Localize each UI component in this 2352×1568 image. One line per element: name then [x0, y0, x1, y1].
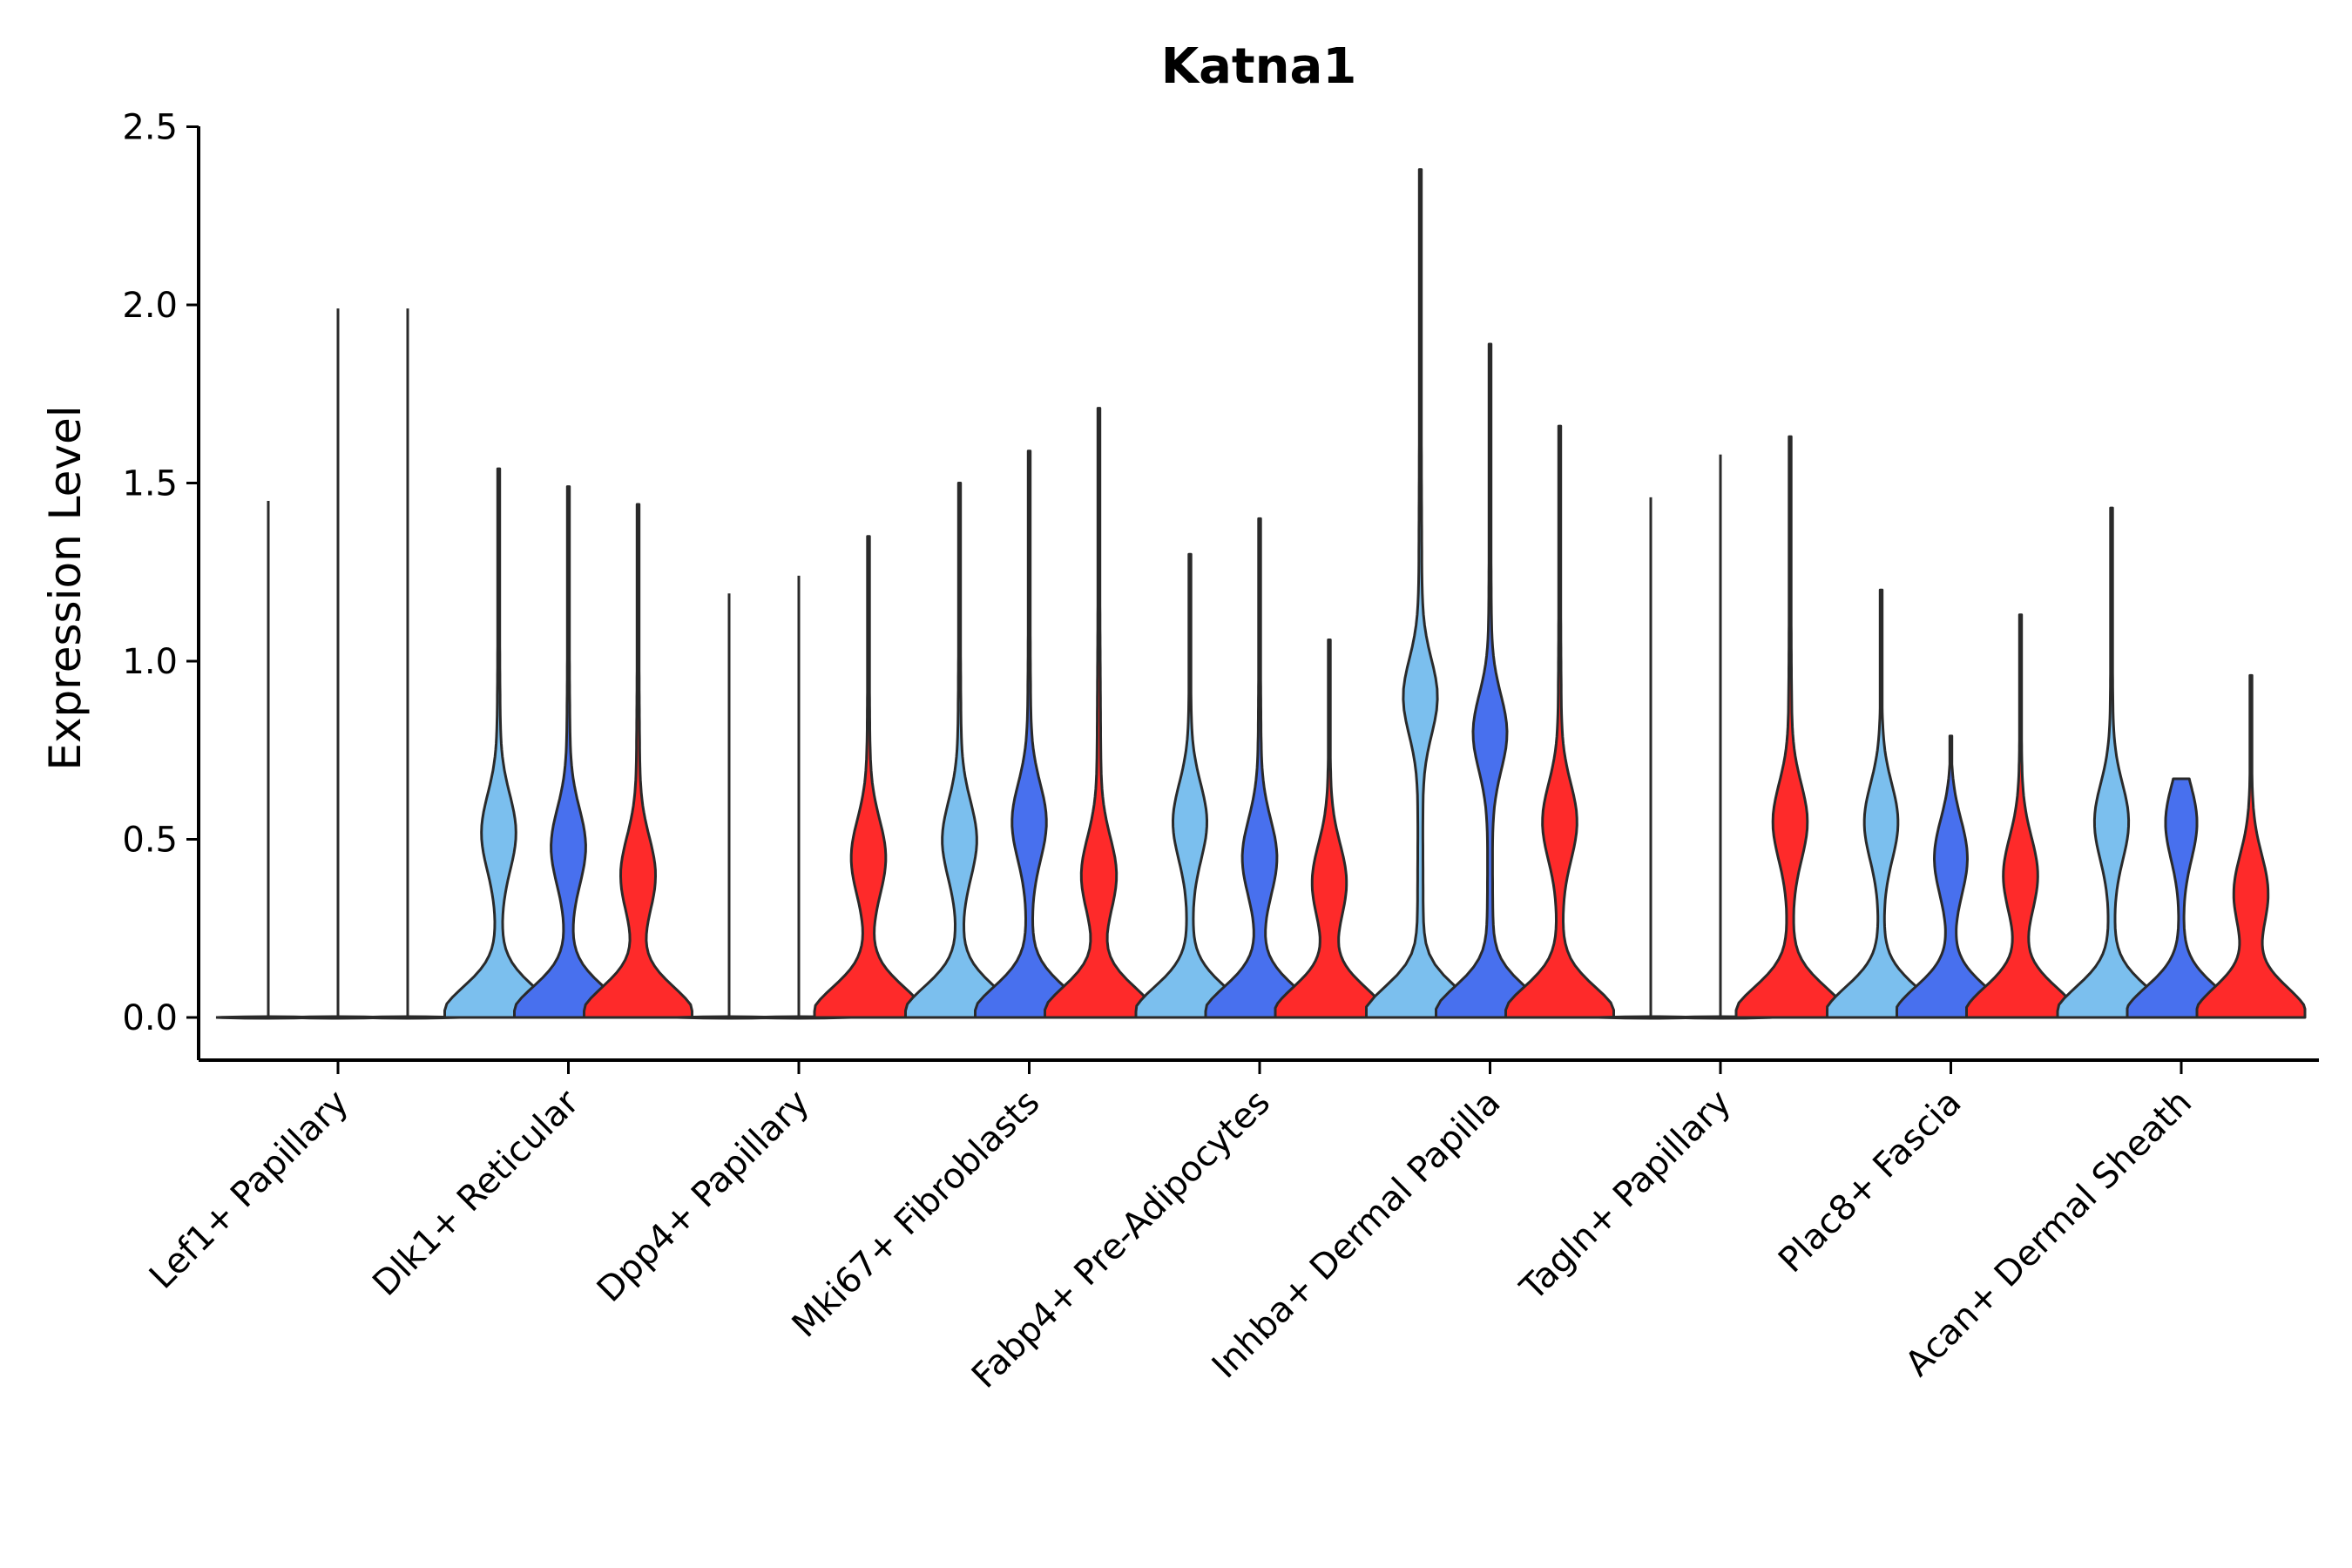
- y-axis-label: Expression Level: [40, 405, 91, 770]
- x-tick-label: Lef1+ Papillary: [142, 1083, 356, 1297]
- violin-3: [583, 503, 693, 1019]
- x-ticks: Lef1+ Papillary Dlk1+ Reticular Dpp4+ Papi…: [142, 1060, 2200, 1396]
- y-tick-label: 2.0: [122, 286, 178, 326]
- violin-3: [2195, 673, 2307, 1019]
- violin-2: [1204, 517, 1315, 1019]
- violin-3: [1965, 613, 2076, 1019]
- violin-2: [1435, 342, 1545, 1019]
- chart-title: Katna1: [1161, 38, 1357, 95]
- violin-3: [1274, 639, 1385, 1019]
- violin-1: [443, 467, 554, 1019]
- violin-3: [1734, 435, 1846, 1019]
- y-tick-label: 2.5: [122, 108, 178, 148]
- x-tick-label: Dlk1+ Reticular: [365, 1082, 587, 1304]
- violin-1: [1365, 168, 1476, 1019]
- x-tick-label: Mki67+ Fibroblasts: [785, 1083, 1048, 1346]
- violin-layer: [215, 168, 2307, 1020]
- x-tick-label: Plac8+ Fascia: [1771, 1083, 1970, 1281]
- violin-2: [974, 449, 1085, 1019]
- violin-3: [1044, 407, 1154, 1019]
- violin-1: [1826, 588, 1936, 1019]
- y-tick-label: 0.5: [122, 821, 178, 861]
- y-tick-label: 1.5: [122, 464, 178, 504]
- x-tick-label: Tagln+ Papillary: [1512, 1083, 1739, 1309]
- x-tick-label: Dpp4+ Papillary: [590, 1083, 817, 1310]
- y-tick-label: 1.0: [122, 642, 178, 682]
- violin-3: [813, 535, 924, 1019]
- violin-2: [2126, 777, 2237, 1019]
- violin-3: [1504, 424, 1615, 1019]
- y-tick-label: 0.0: [122, 998, 178, 1038]
- violin-2: [1896, 734, 2006, 1019]
- violin-1: [2056, 506, 2167, 1019]
- violin-2: [513, 485, 624, 1019]
- violin-1: [904, 482, 1015, 1019]
- y-ticks: 0.0 0.5 1.0 1.5 2.0 2.5: [122, 108, 199, 1038]
- violin-1: [1134, 552, 1246, 1019]
